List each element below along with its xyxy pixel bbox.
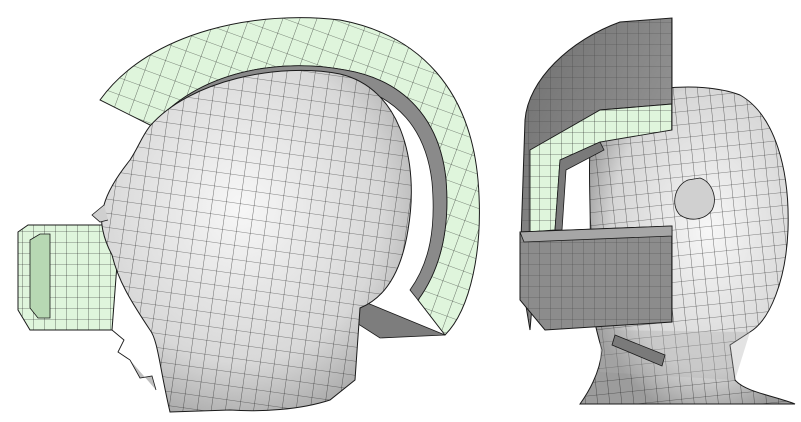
front-view: [519, 17, 796, 405]
lips: [111, 329, 131, 361]
chin-guard-section: [17, 224, 121, 331]
nose: [91, 204, 109, 223]
chin: [129, 359, 157, 391]
side-view: [17, 17, 480, 413]
chin-strap: [611, 334, 666, 367]
nose: [674, 177, 715, 220]
chin-guard-section: [519, 225, 673, 331]
